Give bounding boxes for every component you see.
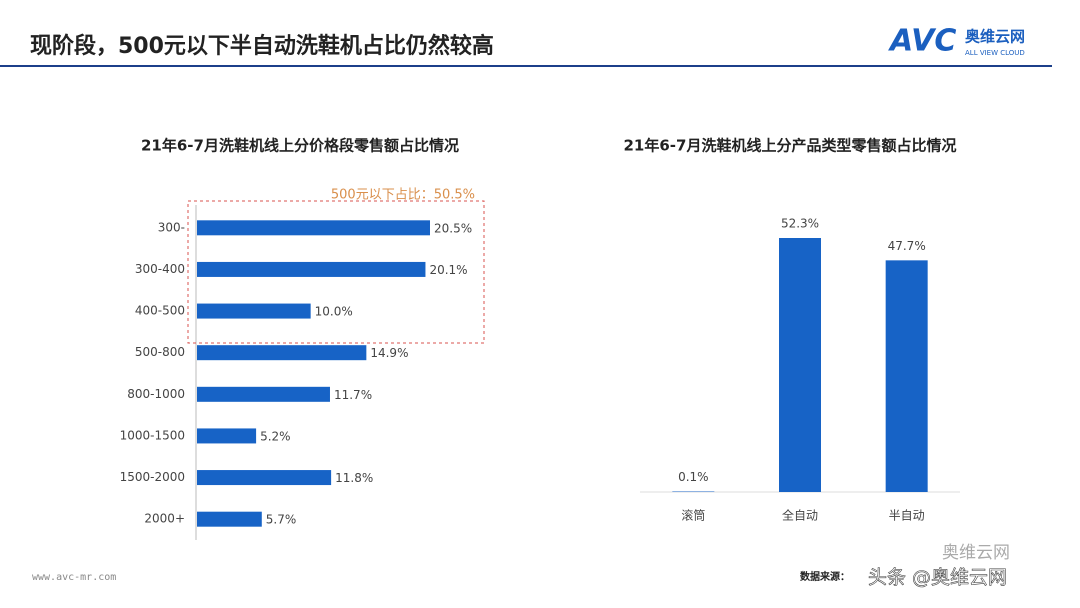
bar xyxy=(197,261,426,277)
bar xyxy=(197,470,332,486)
bar xyxy=(197,220,430,236)
value-label: 5.2% xyxy=(260,429,291,443)
logo-sub: ALL VIEW CLOUD xyxy=(965,49,1025,57)
y-tick-label: 500-800 xyxy=(135,345,185,359)
y-tick-label: 2000+ xyxy=(144,512,185,526)
footer-source: 数据来源： xyxy=(800,570,850,583)
value-label: 11.7% xyxy=(334,388,372,402)
footer-watermark: 头条 @奥维云网 xyxy=(868,567,1007,589)
chart-title: 21年6-7月洗鞋机线上分产品类型零售额占比情况 xyxy=(624,137,957,155)
value-label: 52.3% xyxy=(781,217,819,231)
bar xyxy=(197,303,311,319)
value-label: 14.9% xyxy=(370,346,408,360)
x-tick-label: 全自动 xyxy=(782,508,818,523)
y-tick-label: 300- xyxy=(158,220,185,234)
x-tick-label: 半自动 xyxy=(889,509,925,523)
bar xyxy=(197,345,367,361)
value-label: 10.0% xyxy=(315,305,353,319)
value-label: 5.7% xyxy=(266,513,297,527)
y-tick-label: 300-400 xyxy=(135,262,185,276)
y-tick-label: 1500-2000 xyxy=(120,470,185,484)
highlight-box xyxy=(187,200,485,344)
bar xyxy=(197,511,262,527)
footer-url: www.avc-mr.com xyxy=(32,572,116,583)
value-label: 0.1% xyxy=(678,470,709,484)
logo-brand: AVC xyxy=(888,24,956,59)
y-tick-label: 1000-1500 xyxy=(120,428,185,442)
slide-title: 现阶段，500元以下半自动洗鞋机占比仍然较高 xyxy=(30,33,494,59)
bar xyxy=(885,260,928,492)
x-tick-label: 滚筒 xyxy=(681,508,705,523)
y-tick-label: 400-500 xyxy=(135,304,185,318)
value-label: 11.8% xyxy=(335,471,373,485)
logo-name: 奥维云网 xyxy=(965,28,1025,46)
annotation: 500元以下占比：50.5% xyxy=(331,188,475,203)
footer-account: 奥维云网 xyxy=(942,543,1010,563)
bar xyxy=(779,238,821,492)
bar xyxy=(197,428,257,444)
chart-title: 21年6-7月洗鞋机线上分价格段零售额占比情况 xyxy=(141,137,459,155)
bar xyxy=(197,386,330,402)
value-label: 47.7% xyxy=(888,239,926,253)
value-label: 20.1% xyxy=(429,263,467,277)
y-tick-label: 800-1000 xyxy=(127,387,185,401)
value-label: 20.5% xyxy=(434,221,472,235)
